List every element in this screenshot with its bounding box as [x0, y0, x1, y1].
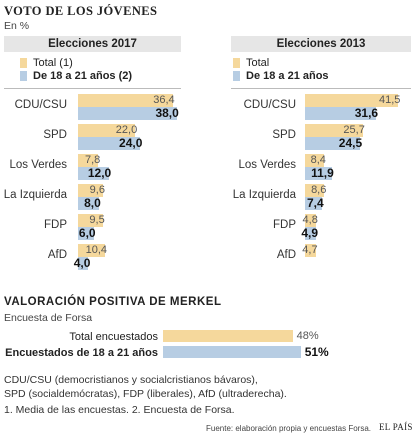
legend-swatch-total — [233, 57, 240, 68]
bar-young-los-verdes-2013 — [305, 167, 332, 180]
bar-young-afd-2017 — [78, 257, 89, 270]
legend-total-2013: Total — [233, 56, 269, 69]
legend-label-young: De 18 a 21 años (2) — [33, 69, 133, 82]
bar-total-afd-2013 — [305, 244, 316, 257]
unit-label: En % — [4, 20, 30, 32]
value-label-total-fdp-2017: 9,5 — [89, 214, 105, 226]
value-label-total-los-verdes-2017: 7,8 — [84, 154, 101, 166]
panel-title-2017: Elecciones 2017 — [4, 36, 181, 52]
category-label-spd-2017: SPD — [43, 129, 67, 141]
value-label-young-fdp-2017: 6,0 — [78, 226, 96, 240]
value-label-total-los-verdes-2013: 8,4 — [310, 154, 326, 166]
bar-total-cdu-csu-2017 — [78, 94, 173, 107]
bar-total-fdp-2013 — [305, 214, 316, 227]
bar-young-cdu-csu-2013 — [305, 107, 377, 120]
chart-title: VOTO DE LOS JÓVENES — [4, 4, 158, 18]
separator-2013 — [231, 88, 411, 89]
value-label-young-fdp-2013: 4,9 — [301, 226, 319, 240]
value-label-young-la-izquierda-2013: 7,4 — [306, 196, 324, 210]
bar-total-la-izquierda-2017 — [78, 184, 103, 197]
legend-label-total: Total (1) — [33, 56, 73, 69]
merkel-title: VALORACIÓN POSITIVA DE MERKEL — [4, 296, 222, 308]
bar-young-fdp-2017 — [78, 227, 94, 240]
legend-label-total: Total — [246, 56, 270, 69]
bar-young-spd-2017 — [78, 137, 141, 150]
panel-title-2013: Elecciones 2013 — [231, 36, 411, 52]
merkel-label-encuestados-de-18-a-21-anos: Encuestados de 18 a 21 años — [5, 347, 158, 359]
bar-young-la-izquierda-2013 — [305, 197, 322, 210]
merkel-bar-encuestados-de-18-a-21-anos — [163, 346, 301, 358]
legend-label-young: De 18 a 21 años — [246, 69, 329, 82]
category-label-fdp-2013: FDP — [273, 219, 296, 231]
category-label-fdp-2017: FDP — [44, 219, 67, 231]
footnote-parties-2: SPD (socialdemócratas), FDP (liberales),… — [4, 388, 287, 400]
footnote-sources: 1. Media de las encuestas. 2. Encuesta d… — [4, 404, 235, 416]
bar-total-los-verdes-2017 — [78, 154, 99, 167]
value-label-young-spd-2017: 24,0 — [119, 136, 143, 150]
merkel-subtitle: Encuesta de Forsa — [4, 312, 93, 324]
value-label-young-cdu-csu-2013: 31,6 — [354, 106, 379, 120]
value-label-young-los-verdes-2013: 11,9 — [311, 166, 334, 180]
category-label-los-verdes-2017: Los Verdes — [9, 159, 67, 171]
value-label-total-fdp-2013: 4,8 — [302, 214, 318, 226]
bar-total-spd-2013 — [305, 124, 363, 137]
source-note: Fuente: elaboración propia y encuestas F… — [206, 424, 371, 433]
value-label-young-afd-2017: 4,0 — [73, 256, 91, 270]
category-label-afd-2017: AfD — [47, 249, 67, 261]
legend-total-2017: Total (1) — [20, 56, 73, 69]
value-label-total-afd-2017: 10,4 — [85, 244, 108, 256]
bar-young-fdp-2013 — [305, 227, 317, 240]
value-label-total-spd-2013: 25,7 — [343, 124, 365, 136]
category-label-los-verdes-2013: Los Verdes — [238, 159, 296, 171]
merkel-value-total-encuestados: 48% — [296, 330, 319, 342]
category-label-la-izquierda-2017: La Izquierda — [3, 189, 67, 201]
legend-young-2017: De 18 a 21 años (2) — [20, 69, 132, 82]
brand-logo: EL PAÍS — [379, 422, 413, 432]
value-label-total-cdu-csu-2017: 36,4 — [153, 94, 175, 106]
bar-young-la-izquierda-2017 — [78, 197, 99, 210]
separator-2017 — [4, 88, 181, 89]
value-label-young-los-verdes-2017: 12,0 — [87, 166, 112, 180]
bar-young-spd-2013 — [305, 137, 361, 150]
bar-total-la-izquierda-2013 — [305, 184, 325, 197]
merkel-label-total-encuestados: Total encuestados — [69, 331, 158, 343]
category-label-spd-2013: SPD — [272, 129, 296, 141]
bar-total-cdu-csu-2013 — [305, 94, 399, 107]
value-label-young-spd-2013: 24,5 — [338, 136, 363, 150]
legend-swatch-young — [233, 70, 240, 81]
footnote-parties-1: CDU/CSU (democristianos y socialcristian… — [4, 374, 258, 386]
merkel-value-encuestados-de-18-a-21-anos: 51% — [304, 345, 329, 359]
value-label-young-la-izquierda-2017: 8,0 — [84, 196, 101, 210]
category-label-cdu-csu-2017: CDU/CSU — [14, 99, 67, 111]
bar-young-los-verdes-2017 — [78, 167, 110, 180]
merkel-bar-total-encuestados — [163, 330, 293, 342]
bar-total-fdp-2017 — [78, 214, 103, 227]
legend-swatch-young — [20, 70, 27, 81]
value-label-young-cdu-csu-2017: 38,0 — [155, 106, 179, 120]
legend-swatch-total — [20, 57, 27, 68]
legend-young-2013: De 18 a 21 años — [233, 69, 329, 82]
bar-young-cdu-csu-2017 — [78, 107, 177, 120]
value-label-total-cdu-csu-2013: 41,5 — [378, 94, 401, 106]
category-label-cdu-csu-2013: CDU/CSU — [243, 99, 296, 111]
bar-total-los-verdes-2013 — [305, 154, 324, 167]
value-label-total-afd-2013: 4,7 — [302, 244, 318, 256]
bar-total-spd-2017 — [78, 124, 136, 137]
bar-total-afd-2017 — [78, 244, 106, 257]
value-label-total-spd-2017: 22,0 — [115, 124, 138, 136]
category-label-la-izquierda-2013: La Izquierda — [232, 189, 296, 201]
value-label-total-la-izquierda-2013: 8,6 — [311, 184, 327, 196]
category-label-afd-2013: AfD — [276, 249, 296, 261]
value-label-total-la-izquierda-2017: 9,6 — [89, 184, 105, 196]
